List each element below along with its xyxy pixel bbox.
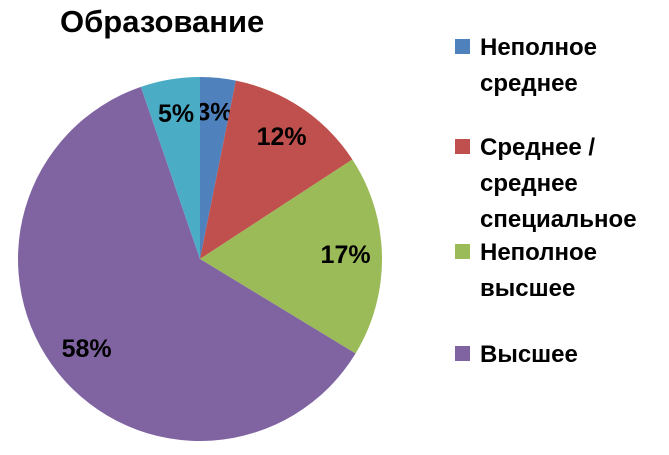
- legend-label: Неполное среднее: [480, 34, 597, 97]
- legend-item: Неполное среднее: [455, 30, 667, 102]
- legend-swatch: [455, 244, 470, 259]
- data-label: 3%: [196, 99, 232, 127]
- legend-swatch: [455, 39, 470, 54]
- legend-item: Среднее / среднее специальное: [455, 130, 667, 238]
- pie-slice: [140, 77, 200, 259]
- legend-item: Высшее: [455, 337, 667, 373]
- legend-swatch: [455, 346, 470, 361]
- data-label: 5%: [158, 100, 194, 128]
- legend-label: Неполное высшее: [480, 239, 597, 302]
- chart-title: Образование: [60, 4, 264, 39]
- data-label: 58%: [62, 335, 112, 363]
- legend-label: Высшее: [480, 341, 578, 368]
- legend-item: Неполное высшее: [455, 235, 667, 307]
- pie-slice: [200, 77, 236, 259]
- data-label: 12%: [257, 123, 307, 151]
- pie-slice: [200, 159, 382, 354]
- data-label: 17%: [321, 241, 371, 269]
- pie-slice: [200, 80, 353, 259]
- legend-swatch: [455, 139, 470, 154]
- pie-slice: [18, 86, 356, 441]
- legend-label: Среднее / среднее специальное: [480, 134, 637, 233]
